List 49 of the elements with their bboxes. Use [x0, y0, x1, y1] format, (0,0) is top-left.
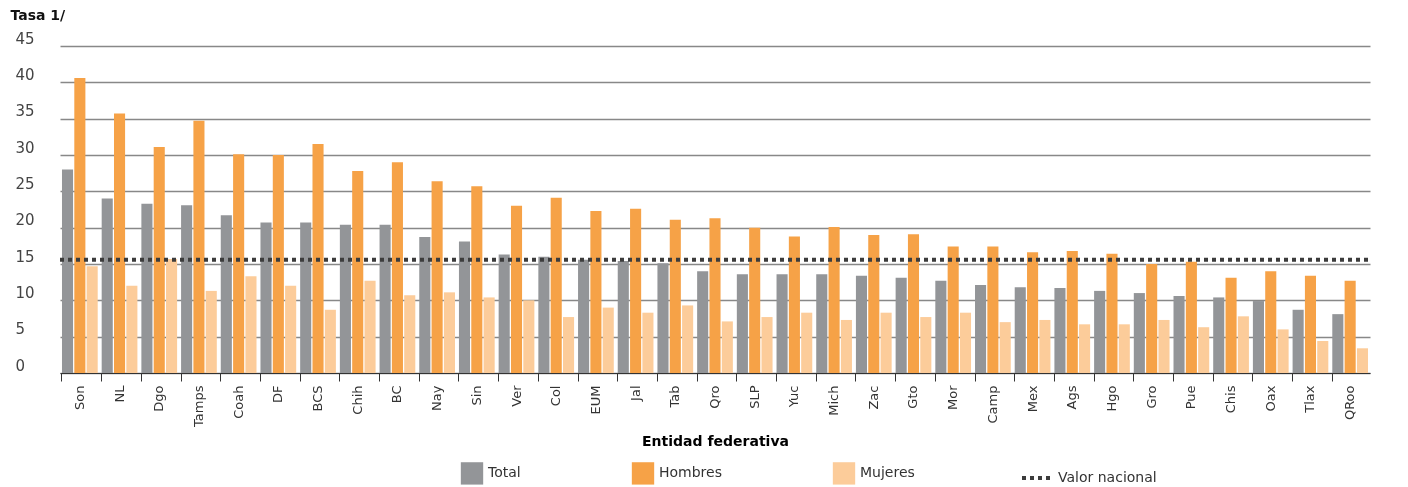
y-tick-label: 15	[15, 247, 35, 266]
x-tick-label: Qro	[707, 385, 722, 409]
y-tick-label: 35	[15, 102, 35, 121]
x-tick-label: SLP	[746, 385, 762, 409]
x-tick-label: Nay	[429, 385, 445, 411]
x-tick-label: EUM	[587, 385, 603, 415]
x-tick-label: Sin	[468, 385, 484, 406]
x-tick-label: DF	[270, 385, 286, 403]
x-tick-label: Son	[71, 385, 87, 410]
x-tick-label: Tlax	[1302, 385, 1318, 414]
x-tick-label: QRoo	[1342, 385, 1358, 421]
x-tick-label: Yuc	[786, 385, 802, 409]
y-tick-label: 0	[15, 356, 26, 375]
x-tick-label: Ver	[508, 384, 524, 407]
legend-label: Hombres	[659, 464, 722, 481]
y-tick-label: 40	[15, 65, 35, 84]
x-tick-label: Mich	[826, 385, 842, 416]
x-tick-label: Zac	[865, 385, 881, 410]
y-tick-label: 10	[15, 283, 35, 302]
x-tick-label: Pue	[1183, 385, 1199, 410]
x-tick-label: Hgo	[1103, 385, 1119, 412]
x-tick-label: Tab	[667, 385, 683, 409]
x-tick-label: Mor	[945, 384, 961, 411]
x-tick-label: Camp	[984, 385, 1000, 424]
x-tick-label: Oax	[1262, 385, 1278, 412]
x-tick-label: Jal	[627, 385, 643, 402]
x-tick-label: Coah	[230, 385, 246, 419]
x-tick-label: Gto	[905, 385, 921, 409]
legend-label: Mujeres	[860, 464, 915, 481]
x-tick-label: Tamps	[190, 385, 206, 428]
x-tick-label: Ags	[1064, 385, 1080, 410]
x-tick-label: Dgo	[151, 385, 167, 412]
x-tick-label: BC	[389, 385, 405, 404]
y-tick-label: 5	[15, 320, 26, 339]
y-axis-title: Tasa 1/	[10, 6, 67, 23]
legend-label: Valor nacional	[1058, 469, 1157, 485]
x-tick-label: Mex	[1024, 385, 1040, 413]
x-tick-label: BCS	[310, 385, 326, 412]
x-axis-title: Entidad federativa	[642, 432, 789, 449]
y-tick-label: 25	[15, 174, 35, 193]
y-tick-label: 30	[15, 138, 35, 157]
x-tick-label: Col	[548, 385, 564, 407]
legend-label: Total	[487, 464, 521, 481]
y-tick-label: 45	[15, 29, 35, 48]
x-tick-label: Chis	[1223, 385, 1239, 414]
x-tick-label: Chih	[349, 385, 365, 415]
x-tick-label: Gro	[1143, 385, 1159, 409]
x-tick-label: NL	[111, 384, 127, 403]
y-tick-label: 20	[15, 211, 35, 230]
